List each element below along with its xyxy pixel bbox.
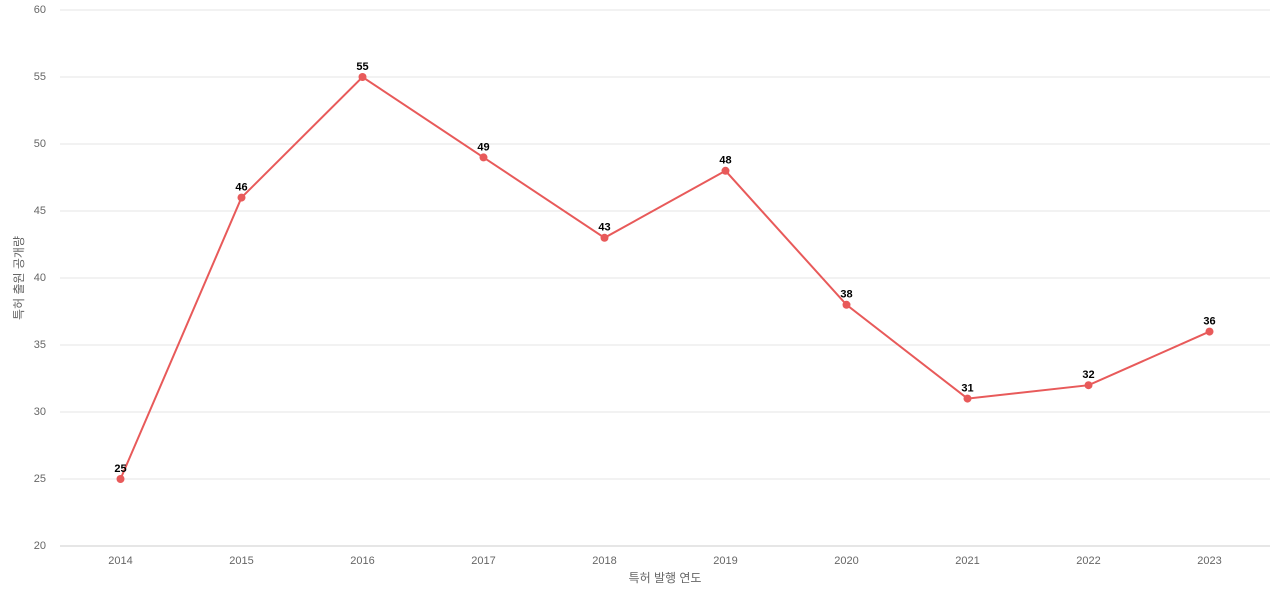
x-tick-label: 2015	[229, 555, 253, 567]
value-label: 32	[1082, 369, 1094, 381]
y-tick-label: 35	[34, 339, 46, 351]
y-tick-label: 60	[34, 4, 46, 16]
x-tick-label: 2018	[592, 555, 616, 567]
x-tick-label: 2021	[955, 555, 979, 567]
value-label: 55	[356, 61, 368, 73]
y-tick-label: 30	[34, 406, 46, 418]
data-point	[358, 73, 367, 81]
x-axis-title: 특허 발행 연도	[629, 570, 702, 585]
x-tick-label: 2022	[1076, 555, 1100, 567]
x-tick-label: 2017	[471, 555, 495, 567]
data-point	[963, 394, 972, 403]
data-point	[479, 153, 488, 162]
y-tick-label: 25	[34, 473, 46, 485]
y-axis-title: 특허 출원 공개량	[12, 236, 26, 320]
data-point	[721, 166, 730, 175]
y-tick-label: 55	[34, 71, 46, 83]
x-tick-label: 2016	[350, 555, 374, 567]
value-label: 36	[1203, 316, 1215, 328]
value-label: 43	[598, 222, 610, 234]
x-tick-label: 2020	[834, 555, 858, 567]
y-tick-label: 40	[34, 272, 46, 284]
value-label: 38	[840, 289, 852, 301]
y-tick-label: 50	[34, 138, 46, 150]
data-point	[1205, 327, 1214, 336]
value-label: 25	[114, 463, 126, 475]
data-point	[842, 300, 851, 309]
x-tick-label: 2019	[713, 555, 737, 567]
value-label: 48	[719, 155, 731, 167]
data-line	[119, 75, 1210, 480]
value-label: 49	[477, 141, 489, 153]
y-tick-label: 20	[34, 540, 46, 552]
value-label: 46	[235, 182, 247, 194]
data-point	[600, 233, 609, 242]
x-tick-label: 2014	[108, 555, 132, 567]
data-point	[1084, 381, 1093, 390]
y-tick-label: 45	[34, 205, 46, 217]
data-point	[116, 475, 125, 483]
value-label: 31	[961, 383, 973, 395]
x-tick-label: 2023	[1197, 555, 1221, 567]
data-point	[237, 193, 246, 202]
